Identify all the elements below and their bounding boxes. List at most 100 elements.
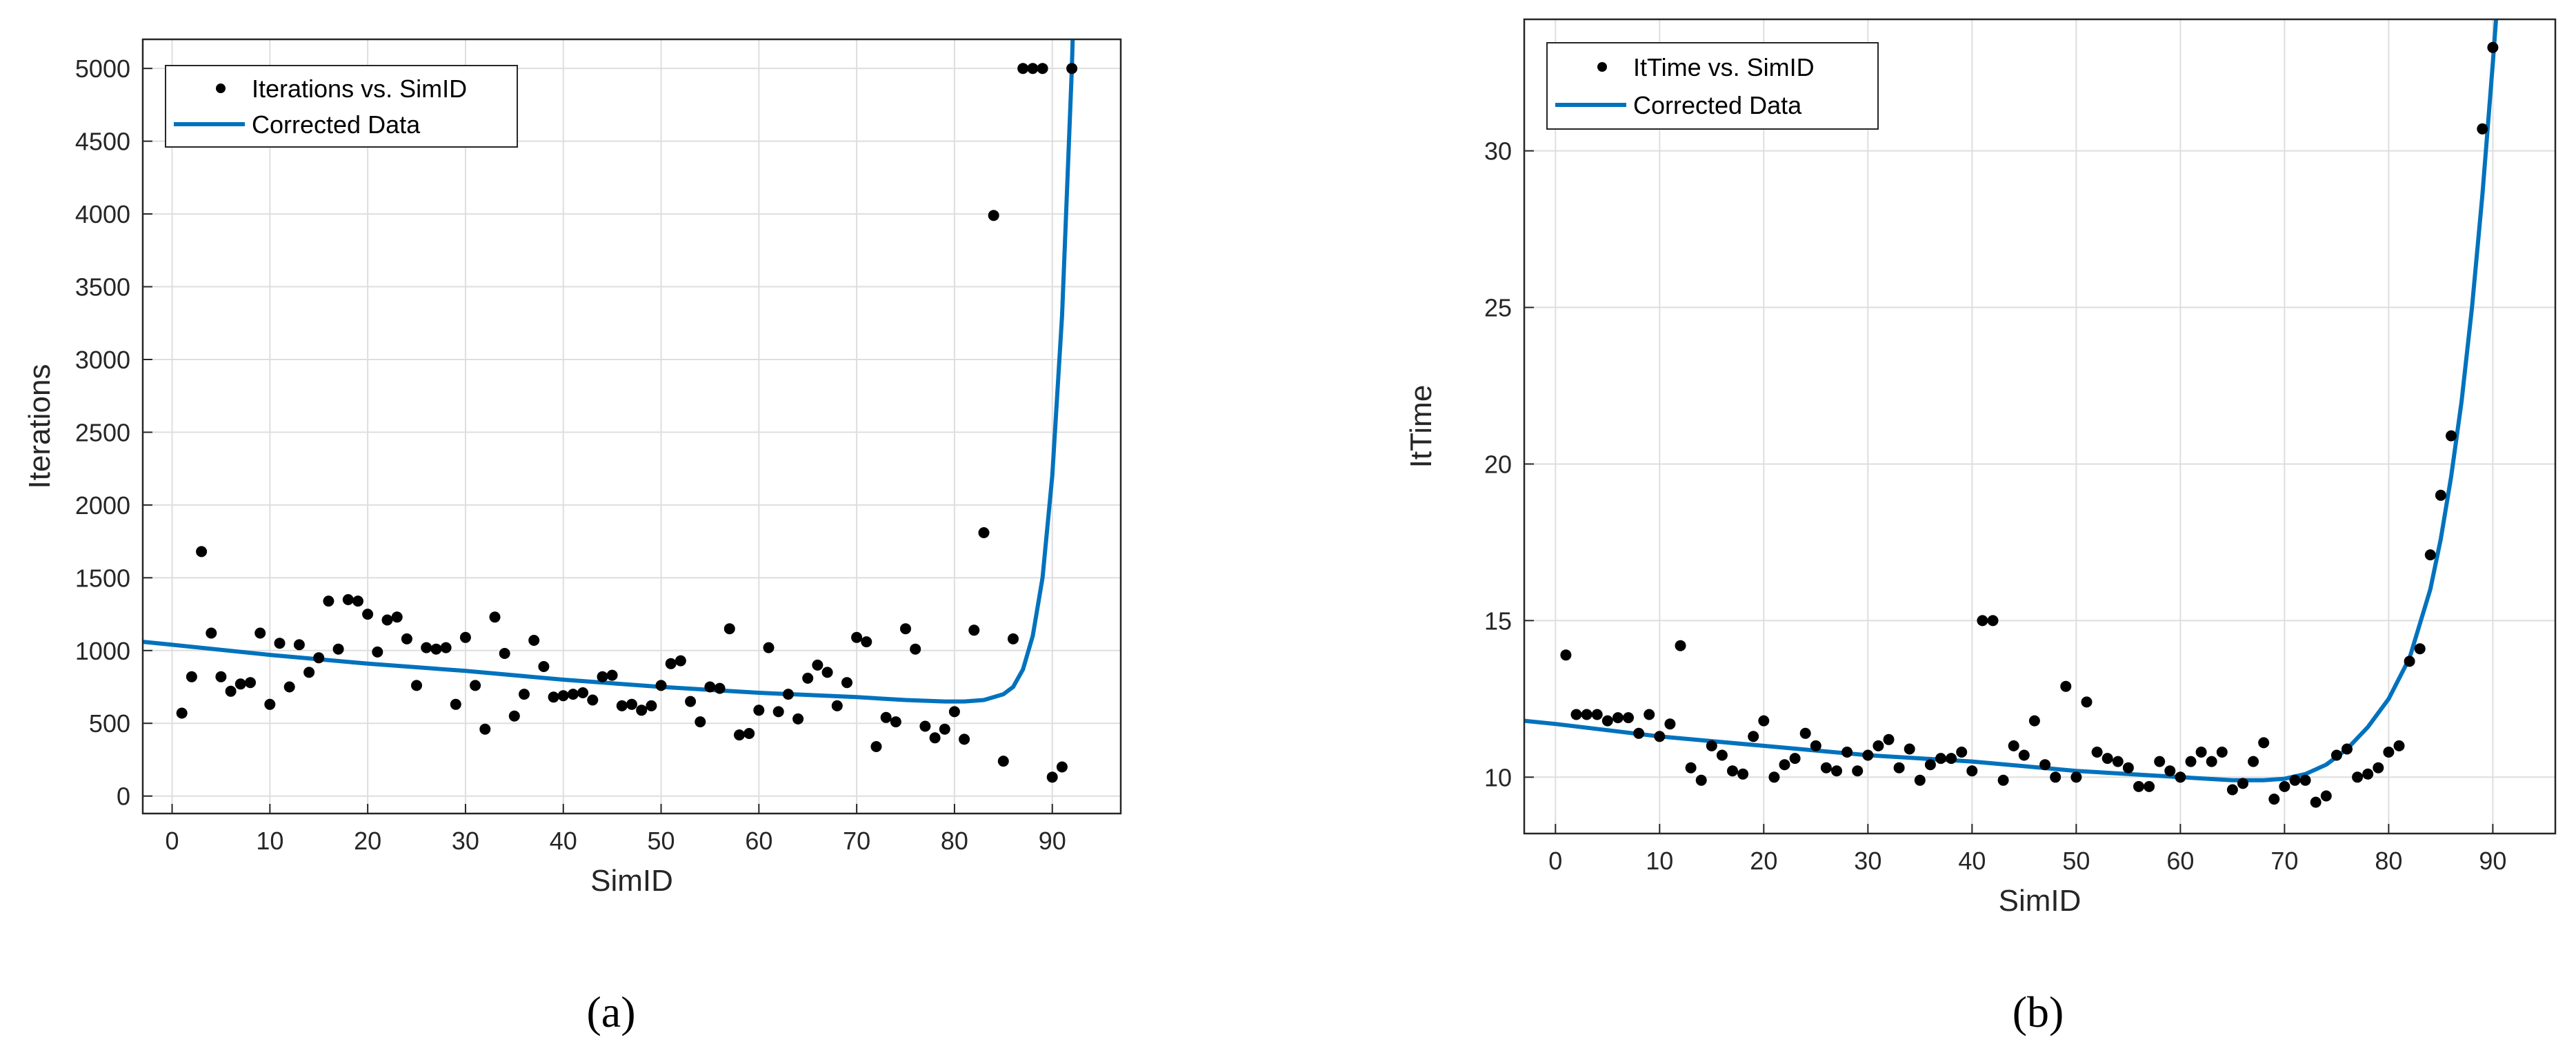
data-point	[1966, 765, 1978, 777]
data-point	[411, 680, 422, 691]
data-point	[313, 652, 325, 664]
data-point	[968, 624, 980, 636]
data-point	[1727, 765, 1738, 777]
data-point	[2122, 762, 2134, 774]
data-point	[2060, 680, 2072, 692]
data-point	[831, 700, 843, 711]
chart-panel-a: 0 10 20 30 40 50 60 70 80 90 0 500 1000 1500 2000 2500…	[23, 38, 1122, 1036]
data-point	[2226, 784, 2238, 796]
data-point	[1570, 709, 1582, 720]
data-point	[2383, 747, 2395, 758]
data-point	[2195, 747, 2207, 758]
data-point	[2154, 756, 2166, 767]
legend: Iterations vs. SimID Corrected Data	[165, 65, 518, 148]
data-point	[1883, 733, 1895, 745]
data-point	[2477, 123, 2488, 135]
legend-marker-scatter	[1597, 62, 1607, 72]
x-tick-label: 10	[256, 827, 283, 855]
data-point	[812, 659, 823, 671]
x-tick-label: 30	[1854, 847, 1881, 875]
y-tick-label: 2000	[75, 491, 130, 520]
data-point	[2299, 774, 2311, 786]
data-point	[616, 700, 628, 711]
data-point	[1758, 715, 1770, 727]
data-point	[1977, 615, 1988, 627]
data-point	[2404, 656, 2415, 667]
x-tick-label: 20	[1750, 847, 1777, 875]
data-point	[1623, 712, 1634, 724]
y-axis-label: ItTime	[1404, 385, 1438, 469]
data-point	[939, 723, 950, 735]
data-point	[215, 671, 227, 682]
data-point	[636, 705, 648, 716]
x-tick-label: 40	[550, 827, 577, 855]
data-point	[421, 642, 432, 653]
data-point	[606, 669, 618, 681]
data-point	[2175, 771, 2186, 783]
x-tick-labels: 0 10 20 30 40 50 60 70 80 90	[1548, 847, 2506, 875]
x-tick-label: 70	[2270, 847, 2298, 875]
data-point	[997, 756, 1009, 767]
data-point	[577, 687, 589, 698]
data-point	[1914, 774, 1926, 786]
data-point	[1768, 771, 1780, 783]
data-point	[704, 681, 716, 693]
data-point	[254, 627, 266, 639]
x-tick-label: 50	[648, 827, 675, 855]
data-point	[1997, 774, 2009, 786]
x-tick-label: 40	[1958, 847, 1986, 875]
data-point	[2362, 768, 2374, 780]
data-point	[567, 689, 579, 700]
data-point	[1633, 727, 1645, 739]
legend-box	[1546, 42, 1879, 130]
y-tick-label: 500	[89, 709, 130, 738]
chart-panel-b: 0 10 20 30 40 50 60 70 80 90 10 15 20 25 30 SimID ItT…	[1404, 18, 2557, 1036]
data-point	[655, 680, 667, 691]
data-point	[870, 741, 882, 752]
data-point	[264, 698, 276, 710]
data-point	[910, 643, 921, 655]
data-point	[2342, 743, 2353, 755]
data-point	[1737, 768, 1749, 780]
data-point	[743, 728, 755, 739]
data-point	[1612, 712, 1624, 724]
data-point	[1685, 762, 1697, 774]
y-tick-label: 1500	[75, 564, 130, 592]
data-point	[763, 642, 775, 653]
data-point	[2028, 715, 2040, 727]
y-tick-labels: 10 15 20 25 30	[1484, 137, 1512, 792]
data-point	[1789, 753, 1801, 765]
data-point	[802, 672, 814, 684]
y-tick-label: 2500	[75, 418, 130, 446]
data-point	[1852, 765, 1864, 777]
data-point	[978, 527, 990, 538]
data-point	[1056, 761, 1068, 773]
x-tick-label: 20	[354, 827, 381, 855]
legend-entry-line: Corrected Data	[252, 110, 421, 139]
x-tick-label: 90	[2479, 847, 2506, 875]
data-point	[880, 711, 892, 723]
data-point	[900, 623, 911, 635]
data-point	[2248, 756, 2259, 767]
data-point	[2289, 774, 2301, 786]
data-point	[528, 635, 540, 646]
data-point	[245, 677, 256, 689]
data-point	[2216, 747, 2228, 758]
data-point	[1560, 649, 1572, 661]
y-tick-label: 1000	[75, 637, 130, 665]
data-point	[206, 627, 217, 639]
data-point	[2070, 771, 2082, 783]
data-point	[587, 694, 599, 706]
legend: ItTime vs. SimID Corrected Data	[1546, 42, 1879, 130]
data-point	[1066, 63, 1078, 75]
data-point	[1716, 749, 1728, 761]
data-point	[714, 682, 726, 694]
data-point	[538, 661, 550, 672]
data-point	[948, 706, 960, 718]
data-point	[1654, 731, 1666, 742]
y-tick-label: 15	[1484, 607, 1512, 635]
data-point	[2330, 749, 2342, 761]
y-tick-label: 5000	[75, 55, 130, 83]
data-point	[2133, 780, 2144, 792]
data-point	[1046, 771, 1058, 783]
